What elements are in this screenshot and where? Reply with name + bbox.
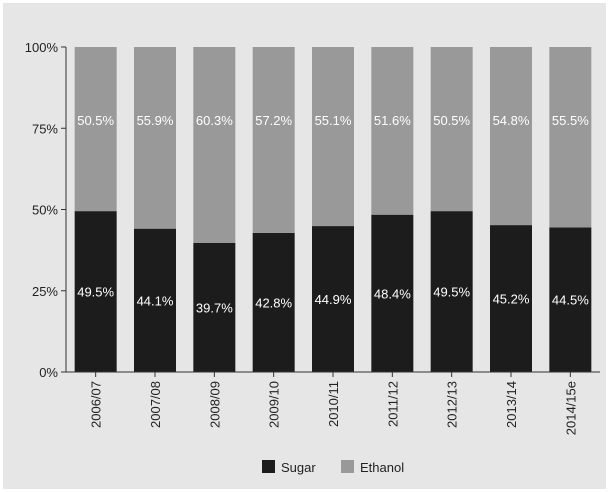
legend-swatch-ethanol [341, 460, 354, 473]
bar-ethanol [490, 47, 532, 226]
bar-sugar [490, 225, 532, 372]
x-category-label: 2014/15e [563, 381, 578, 435]
legend-label-sugar: Sugar [281, 460, 316, 475]
y-tick-label: 25% [32, 284, 58, 299]
data-label-ethanol: 55.1% [315, 113, 352, 128]
data-label-ethanol: 55.9% [137, 113, 174, 128]
bar-sugar [371, 214, 414, 372]
y-tick-label: 0% [39, 365, 58, 380]
data-label-ethanol: 57.2% [255, 113, 292, 128]
bar-ethanol [312, 47, 354, 227]
bars: 49.5% 50.5% 44.1% 55.9% 39.7% 60.3% 42.8% 57.2%… [74, 47, 592, 372]
data-label-ethanol: 50.5% [77, 113, 114, 128]
data-label-sugar: 45.2% [493, 292, 530, 307]
data-label-ethanol: 50.5% [433, 113, 470, 128]
data-label-sugar: 42.8% [255, 295, 292, 310]
x-category-label: 2013/14 [504, 381, 519, 428]
data-label-sugar: 44.1% [137, 293, 174, 308]
data-label-sugar: 39.7% [196, 300, 233, 315]
bar-sugar [134, 228, 176, 372]
bar-sugar [549, 227, 592, 372]
x-category-label: 2008/09 [207, 381, 222, 428]
x-category-label: 2010/11 [326, 381, 341, 427]
x-category-label: 2006/07 [89, 381, 104, 428]
chart-frame: 0% 25% 50% 75% 100% 49.5% 50.5% 44.1% 55.9% 39.7… [3, 3, 606, 489]
data-label-ethanol: 51.6% [374, 113, 411, 128]
bar-ethanol [74, 47, 117, 212]
data-label-sugar: 49.5% [77, 285, 114, 300]
y-tick-label: 75% [32, 121, 58, 136]
bar-sugar [252, 232, 295, 372]
data-label-ethanol: 55.5% [552, 113, 589, 128]
bar-sugar [74, 211, 117, 372]
x-category-label: 2011/12 [385, 381, 400, 427]
x-category-label: 2007/08 [148, 381, 163, 428]
data-label-sugar: 49.5% [433, 285, 470, 300]
x-category-label: 2009/10 [267, 381, 282, 428]
bar-ethanol [134, 47, 176, 229]
x-axis: 2006/07 2007/08 2008/09 2009/10 2010/11 2011/… [66, 371, 600, 435]
data-label-sugar: 44.5% [552, 293, 589, 308]
stacked-bar-chart: 0% 25% 50% 75% 100% 49.5% 50.5% 44.1% 55.9% 39.7… [25, 40, 600, 475]
y-tick-label: 100% [25, 40, 59, 55]
bar-sugar [430, 211, 473, 372]
bar-sugar [193, 242, 236, 372]
bar-ethanol [252, 47, 295, 233]
data-label-sugar: 48.4% [374, 286, 411, 301]
bar-ethanol [193, 47, 236, 243]
legend-label-ethanol: Ethanol [360, 460, 404, 475]
y-tick-label: 50% [32, 203, 58, 218]
bar-ethanol [371, 47, 414, 215]
data-label-ethanol: 54.8% [493, 113, 530, 128]
bar-ethanol [549, 47, 592, 228]
data-label-sugar: 44.9% [315, 292, 352, 307]
data-label-ethanol: 60.3% [196, 113, 233, 128]
legend: Sugar Ethanol [262, 460, 404, 475]
bar-sugar [312, 226, 354, 372]
y-axis: 0% 25% 50% 75% 100% [25, 40, 67, 380]
bar-ethanol [430, 47, 473, 212]
legend-swatch-sugar [262, 460, 275, 473]
x-category-label: 2012/13 [445, 381, 460, 428]
